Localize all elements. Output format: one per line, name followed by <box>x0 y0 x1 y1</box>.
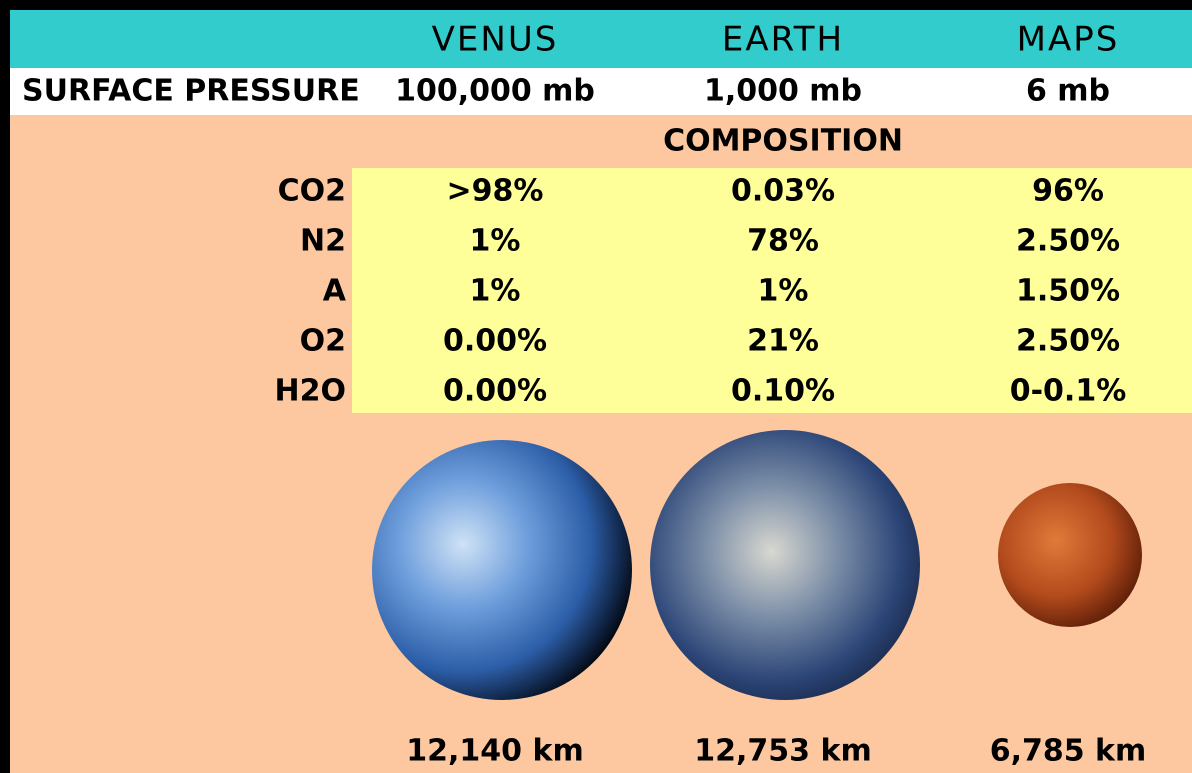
earth-image <box>650 430 920 700</box>
venus-image <box>372 440 632 700</box>
diameter: 12,140 km <box>406 734 583 769</box>
cell: 100,000 mb <box>395 74 595 109</box>
cell: 0.00% <box>443 374 547 409</box>
cell: 1% <box>470 224 521 259</box>
cell: 78% <box>747 224 819 259</box>
cell: 1% <box>470 274 521 309</box>
diameter: 12,753 km <box>694 734 871 769</box>
cell: 21% <box>747 324 819 359</box>
composition-area <box>352 168 1192 413</box>
cell: 1% <box>758 274 809 309</box>
cell: 2.50% <box>1016 224 1120 259</box>
section-title: COMPOSITION <box>663 124 903 159</box>
column-header: MAPS <box>1017 20 1120 60</box>
mars-image <box>998 483 1142 627</box>
header-bar <box>10 10 1192 68</box>
cell: >98% <box>447 174 544 209</box>
row-label: O2 <box>300 324 346 359</box>
column-header: EARTH <box>722 20 844 60</box>
cell: 0.10% <box>731 374 835 409</box>
cell: 0.03% <box>731 174 835 209</box>
cell: 1,000 mb <box>704 74 862 109</box>
diameter: 6,785 km <box>990 734 1147 769</box>
cell: 6 mb <box>1026 74 1110 109</box>
cell: 0-0.1% <box>1010 374 1127 409</box>
pressure-row <box>10 68 1192 115</box>
cell: 2.50% <box>1016 324 1120 359</box>
cell: 0.00% <box>443 324 547 359</box>
row-label: N2 <box>300 224 346 259</box>
row-label: SURFACE PRESSURE <box>22 74 360 109</box>
row-label: A <box>323 274 347 309</box>
cell: 96% <box>1032 174 1104 209</box>
row-label: CO2 <box>278 174 346 209</box>
row-label: H2O <box>275 374 346 409</box>
cell: 1.50% <box>1016 274 1120 309</box>
column-header: VENUS <box>432 20 559 60</box>
